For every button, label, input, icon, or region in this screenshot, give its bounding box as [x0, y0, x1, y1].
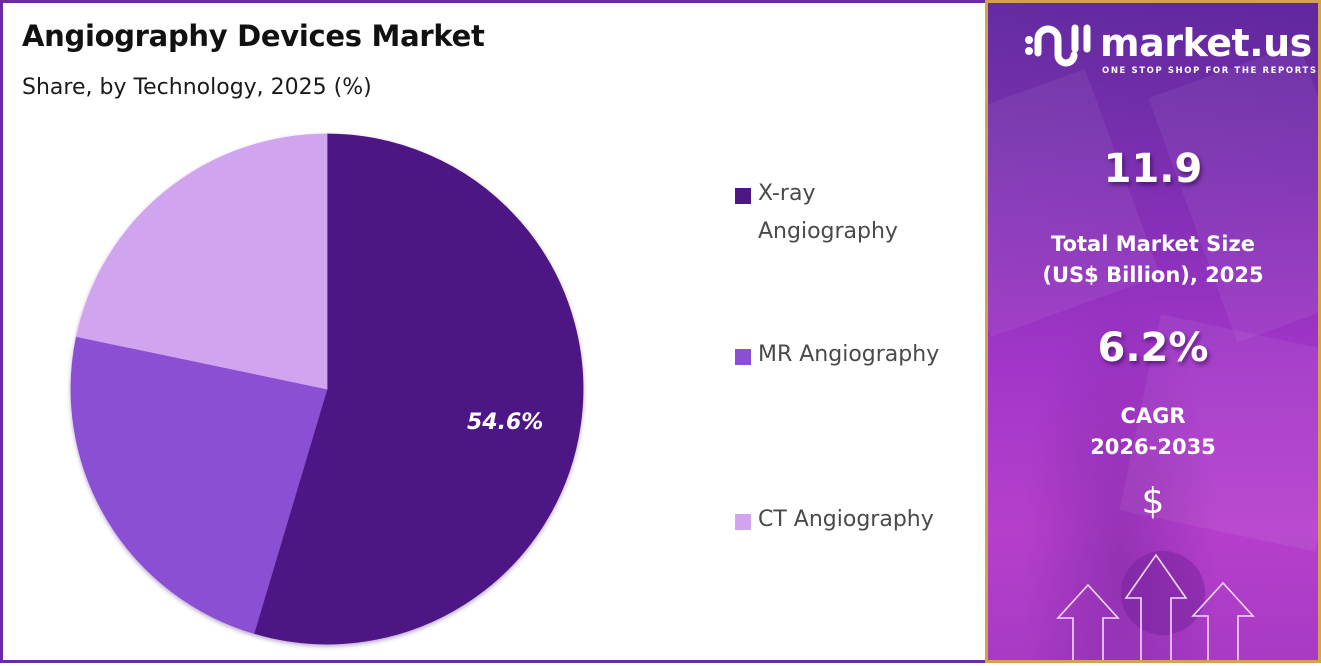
brand-logo-icon — [1025, 24, 1091, 67]
chart-panel: Angiography Devices Market Share, by Tec… — [0, 0, 985, 663]
chart-title: Angiography Devices Market — [22, 19, 485, 53]
brand-logo: market.us ONE STOP SHOP FOR THE REPORTS — [1022, 19, 1316, 76]
summary-sidebar: market.us ONE STOP SHOP FOR THE REPORTS … — [985, 0, 1321, 663]
legend-label-mr: MR Angiography — [758, 342, 940, 367]
market-size-label-line2: (US$ Billion), 2025 — [1042, 263, 1264, 287]
brand-tagline: ONE STOP SHOP FOR THE REPORTS — [1102, 66, 1318, 76]
cagr-value: 6.2% — [1097, 325, 1209, 371]
pie-slice-xray — [253, 133, 584, 645]
legend-label-xray: X-ray Angiography — [758, 181, 898, 244]
legend-item-xray: X-ray Angiography — [735, 181, 948, 251]
decorative-shape — [988, 68, 1161, 338]
cagr-label-line2: 2026-2035 — [1090, 435, 1216, 459]
legend-swatch-xray — [735, 188, 751, 204]
pie-slice-mr — [70, 336, 328, 634]
growth-arrows-icon — [1056, 551, 1255, 660]
legend-item-mr: MR Angiography — [735, 342, 939, 374]
slice-label-xray: 54.6% — [467, 410, 544, 435]
cagr-label-line1: CAGR — [1120, 404, 1186, 428]
legend-swatch-ct — [735, 514, 751, 530]
legend-label-ct: CT Angiography — [758, 507, 934, 532]
market-size-value: 11.9 — [1103, 146, 1203, 192]
legend-swatch-mr — [735, 349, 751, 365]
chart-subtitle: Share, by Technology, 2025 (%) — [22, 75, 372, 100]
pie-slice-ct — [76, 133, 328, 390]
pie-chart — [70, 133, 584, 645]
dollar-icon: $ — [1141, 481, 1165, 522]
decorative-shape — [1148, 43, 1318, 343]
legend-item-ct: CT Angiography — [735, 507, 934, 539]
brand-name: market.us — [1100, 21, 1312, 65]
market-size-label-line1: Total Market Size — [1051, 232, 1255, 256]
